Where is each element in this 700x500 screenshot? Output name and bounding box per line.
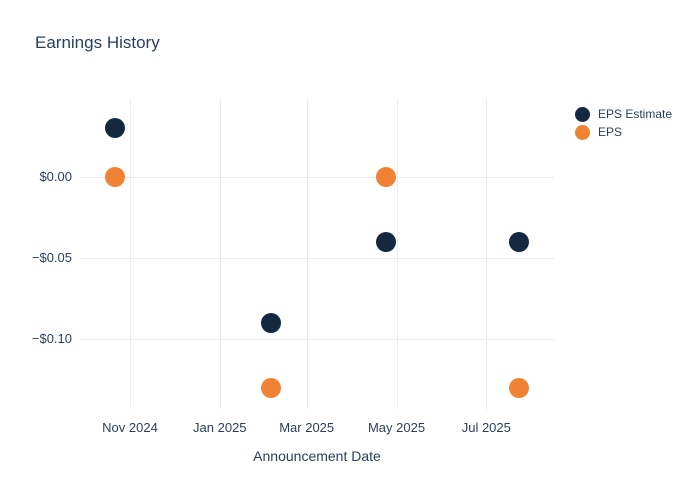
plot-area (80, 99, 554, 409)
y-gridline (80, 176, 554, 178)
data-point-eps[interactable] (508, 378, 529, 399)
data-point-eps-estimate[interactable] (508, 231, 529, 252)
x-gridline (306, 99, 308, 409)
data-point-eps[interactable] (261, 378, 282, 399)
legend-item-eps-estimate[interactable]: EPS Estimate (575, 105, 672, 123)
legend-marker-icon (575, 124, 590, 140)
y-tick-label: $0.00 (39, 168, 72, 184)
legend: EPS Estimate EPS (575, 105, 672, 141)
legend-marker-icon (575, 106, 590, 122)
data-point-eps[interactable] (105, 166, 126, 187)
data-point-eps-estimate[interactable] (376, 231, 397, 252)
x-gridline (130, 99, 131, 409)
x-gridline (219, 99, 221, 409)
data-point-eps[interactable] (376, 166, 397, 187)
y-gridline (80, 339, 554, 341)
legend-item-label: EPS Estimate (598, 107, 673, 121)
x-tick-label: Jul 2025 (461, 420, 511, 435)
data-point-eps-estimate[interactable] (261, 313, 282, 334)
data-point-eps-estimate[interactable] (105, 117, 126, 138)
x-axis-title: Announcement Date (253, 448, 381, 464)
x-tick-label: Nov 2024 (102, 420, 158, 435)
y-gridline (80, 258, 554, 259)
x-tick-label: Jan 2025 (193, 420, 247, 435)
x-gridline (396, 99, 398, 409)
legend-item-label: EPS (598, 125, 623, 139)
chart-title: Earnings History (35, 33, 160, 52)
x-tick-label: May 2025 (367, 420, 426, 435)
x-gridline (486, 99, 488, 409)
legend-item-eps[interactable]: EPS (575, 123, 672, 141)
y-tick-label: −$0.05 (31, 250, 72, 265)
y-tick-label: −$0.10 (31, 331, 72, 347)
x-tick-label: Mar 2025 (279, 420, 335, 435)
